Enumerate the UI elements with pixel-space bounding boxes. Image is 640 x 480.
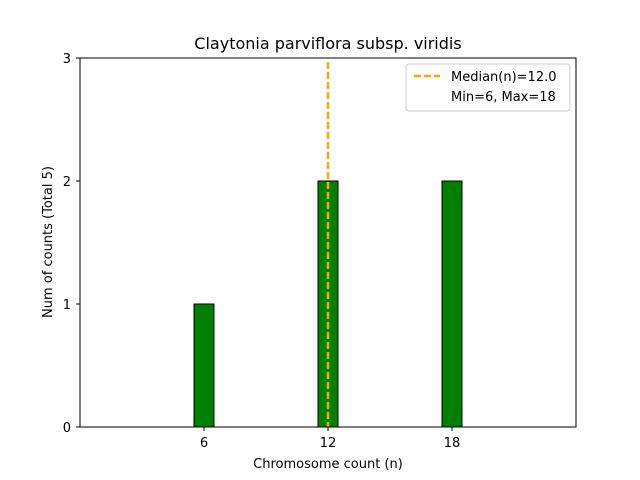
y-tick-label-0: 0 — [63, 421, 71, 436]
legend-box — [405, 63, 571, 112]
legend-entry-median: Median(n)=12.0 — [451, 70, 557, 85]
x-tick-label-18: 18 — [444, 436, 461, 451]
y-tick-label-2: 2 — [63, 175, 71, 190]
bar-n-6 — [193, 303, 215, 428]
legend: Median(n)=12.0 Min=6, Max=18 — [405, 63, 571, 112]
x-axis-label: Chromosome count (n) — [253, 457, 403, 472]
y-tick-label-1: 1 — [63, 298, 71, 313]
x-tick-label-6: 6 — [200, 436, 208, 451]
x-tick-label-12: 12 — [320, 436, 337, 451]
y-axis-label: Num of counts (Total 5) — [41, 166, 56, 318]
y-tick-label-3: 3 — [63, 52, 71, 67]
chart-title: Claytonia parviflora subsp. viridis — [194, 34, 461, 53]
bar-n-18 — [441, 180, 463, 428]
legend-entry-min-max: Min=6, Max=18 — [451, 90, 556, 105]
